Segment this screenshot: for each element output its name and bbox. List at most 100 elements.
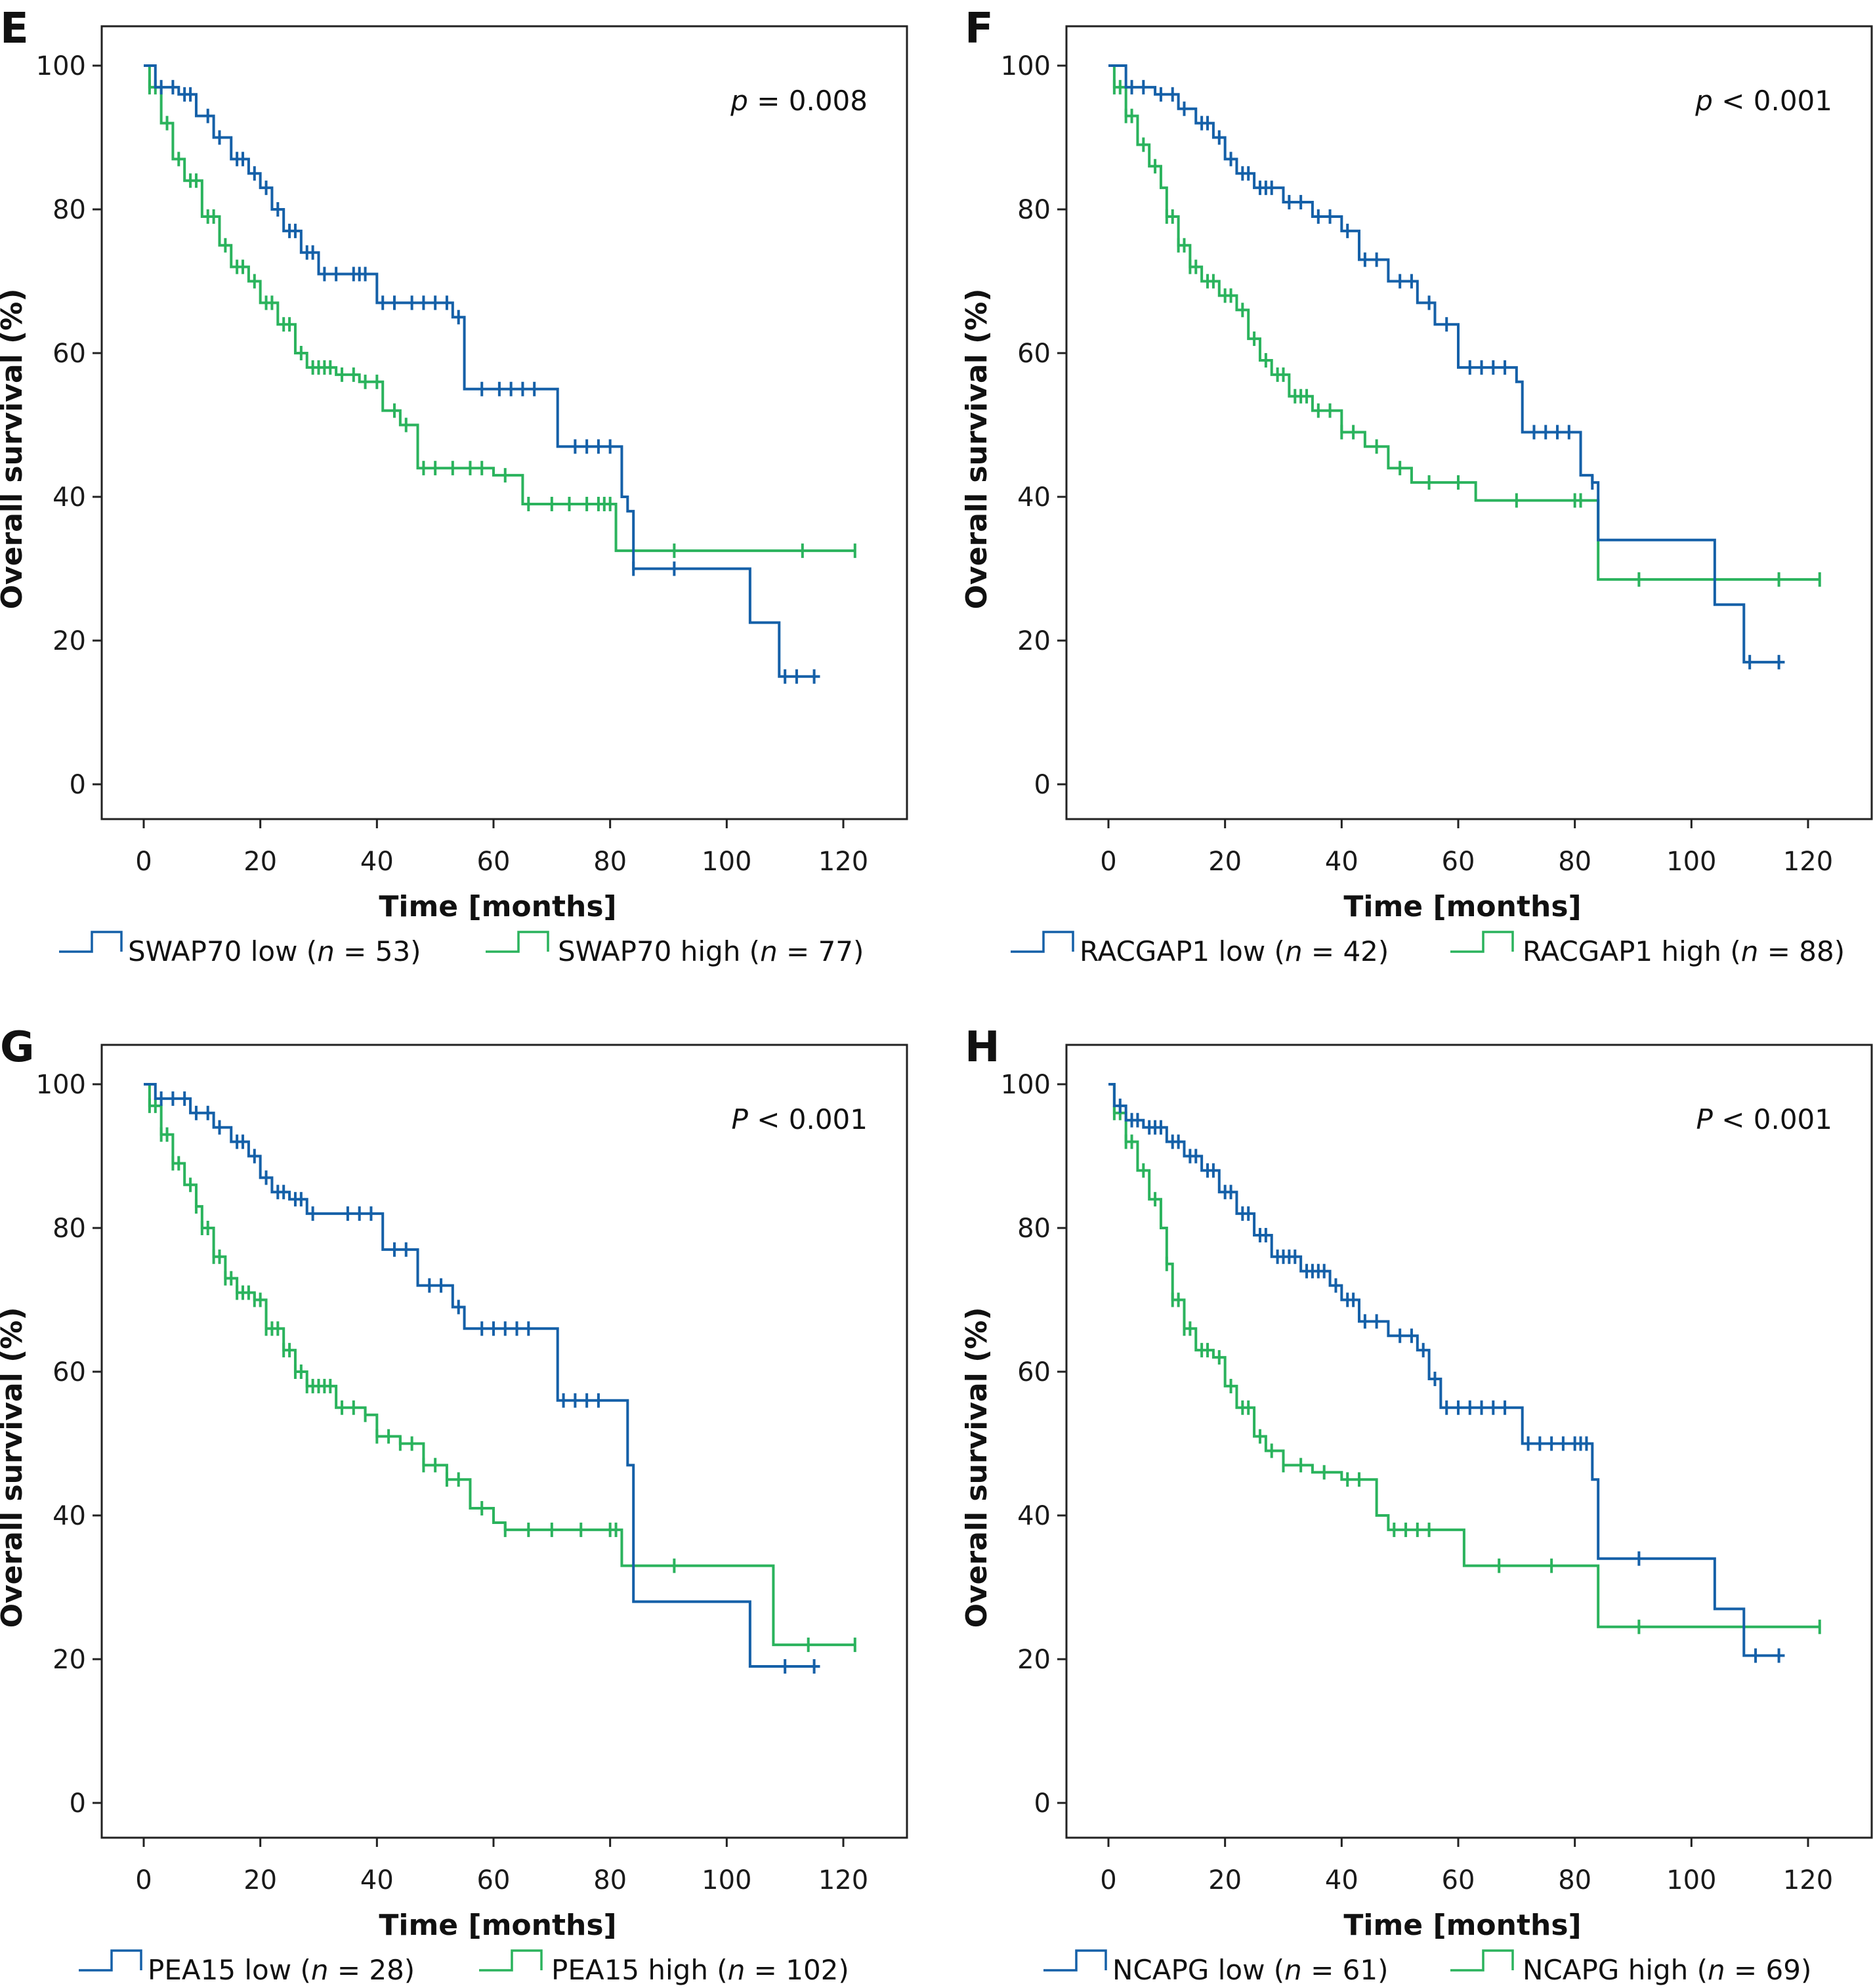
x-tick-label: 120 (1783, 847, 1833, 877)
series-low (144, 1083, 820, 1674)
p-value-label: p < 0.001 (1694, 85, 1832, 117)
x-axis-title: Time [months] (1343, 890, 1581, 923)
x-axis-title: Time [months] (1343, 1909, 1581, 1942)
y-tick-label: 0 (1034, 1788, 1051, 1819)
legend-n-value: = 77) (778, 935, 864, 967)
legend-item-low: PEA15 low (n = 28) (79, 1949, 415, 1986)
survival-curve (144, 64, 820, 678)
legend-name: RACGAP1 high ( (1523, 935, 1741, 967)
survival-curve (144, 1083, 855, 1647)
legend-step-icon (1450, 931, 1514, 953)
survival-curve (144, 64, 855, 553)
legend-step-icon (479, 1949, 543, 1972)
p-value-text: < 0.001 (1713, 85, 1832, 117)
legend-n-symbol: n (728, 1954, 746, 1986)
x-tick-label: 0 (1100, 1865, 1116, 1895)
x-tick-label: 80 (593, 847, 627, 877)
y-tick-label: 80 (53, 195, 86, 225)
legend-item-low: SWAP70 low (n = 53) (59, 931, 421, 967)
series-low (1108, 1083, 1785, 1663)
x-tick-label: 20 (243, 847, 277, 877)
y-tick-label: 40 (1017, 1501, 1051, 1531)
legend-name: SWAP70 low ( (128, 935, 317, 967)
series-low (1108, 64, 1785, 669)
legend-n-value: = 42) (1303, 935, 1389, 967)
y-tick-label: 100 (1001, 1070, 1051, 1100)
y-tick-label: 80 (1017, 1214, 1051, 1244)
legend-step-icon (79, 1949, 142, 1972)
plot-frame (1065, 1044, 1873, 1839)
legend-step-icon (1450, 1949, 1514, 1972)
y-tick-label: 20 (1017, 626, 1051, 656)
km-panel-h: H 0 20 40 60 80 100 0 20 40 60 80 100 120 Time [months… (960, 1023, 1873, 1986)
x-tick-label: 80 (1558, 847, 1591, 877)
y-tick-label: 100 (36, 1070, 86, 1100)
y-tick-label: 60 (1017, 339, 1051, 369)
legend-item-low: RACGAP1 low (n = 42) (1011, 931, 1389, 967)
x-tick-label: 120 (818, 847, 868, 877)
legend-item-low: NCAPG low (n = 61) (1043, 1949, 1389, 1986)
x-tick-label: 60 (1442, 1865, 1475, 1895)
legend-label: RACGAP1 low (n = 42) (1080, 935, 1389, 967)
legend-step-icon (1043, 1949, 1107, 1972)
survival-curve (1108, 64, 1820, 581)
legend-label: NCAPG high (n = 69) (1523, 1954, 1811, 1986)
p-value-label: p = 0.008 (730, 85, 868, 117)
x-tick-label: 40 (1325, 847, 1358, 877)
y-tick-label: 80 (53, 1214, 86, 1244)
legend-n-symbol: n (311, 1954, 329, 1986)
legend-label: PEA15 high (n = 102) (551, 1954, 849, 1986)
legend-step-icon (1011, 931, 1074, 953)
survival-curve (1108, 64, 1785, 664)
legend-n-symbol: n (1284, 1954, 1302, 1986)
y-tick-label: 40 (53, 482, 86, 513)
x-tick-label: 20 (1208, 847, 1242, 877)
series-high (144, 1083, 856, 1653)
y-axis-title: Overall survival (%) (0, 1307, 29, 1628)
legend-n-value: = 28) (328, 1954, 415, 1986)
legend-n-symbol: n (1708, 1954, 1725, 1986)
legend-label: PEA15 low (n = 28) (148, 1954, 415, 1986)
p-value-symbol: p (1694, 85, 1713, 117)
x-tick-label: 0 (135, 1865, 152, 1895)
legend-n-symbol: n (1285, 935, 1303, 967)
y-tick-label: 0 (70, 1788, 86, 1819)
x-tick-label: 40 (360, 847, 394, 877)
legend-item-high: PEA15 high (n = 102) (479, 1949, 849, 1986)
legend-name: SWAP70 high ( (558, 935, 760, 967)
y-tick-label: 60 (53, 1357, 86, 1387)
p-value-text: < 0.001 (1713, 1103, 1832, 1135)
legend-n-value: = 88) (1758, 935, 1845, 967)
x-tick-label: 100 (702, 1865, 751, 1895)
y-tick-label: 60 (1017, 1357, 1051, 1387)
legend-name: PEA15 low ( (148, 1954, 311, 1986)
legend-item-high: SWAP70 high (n = 77) (486, 931, 864, 967)
panel-letter: H (965, 1023, 1000, 1072)
p-value-label: P < 0.001 (1696, 1103, 1832, 1135)
x-tick-label: 60 (477, 1865, 511, 1895)
survival-curve (1108, 1083, 1785, 1657)
legend-name: RACGAP1 low ( (1080, 935, 1285, 967)
legend-label: RACGAP1 high (n = 88) (1523, 935, 1845, 967)
p-value-text: < 0.001 (748, 1103, 868, 1135)
legend-n-value: = 61) (1302, 1954, 1389, 1986)
p-value-symbol: p (730, 85, 748, 117)
y-axis-title: Overall survival (%) (0, 289, 29, 610)
x-tick-label: 60 (1442, 847, 1475, 877)
x-tick-label: 120 (818, 1865, 868, 1895)
survival-curve (1108, 1083, 1820, 1628)
km-panel-e: E 0 20 40 60 80 100 0 20 40 60 80 100 120 Time [months… (0, 5, 908, 967)
series-high (144, 64, 856, 559)
y-tick-label: 20 (1017, 1645, 1051, 1675)
y-tick-label: 0 (1034, 770, 1051, 800)
y-tick-label: 40 (53, 1501, 86, 1531)
legend-label: NCAPG low (n = 61) (1112, 1954, 1389, 1986)
y-tick-label: 100 (1001, 51, 1051, 81)
panel-letter: F (965, 5, 994, 53)
legend-step-icon (486, 931, 549, 953)
x-axis-title: Time [months] (379, 890, 616, 923)
y-axis-title: Overall survival (%) (960, 1307, 994, 1628)
x-tick-label: 100 (702, 847, 751, 877)
legend-label: SWAP70 low (n = 53) (128, 935, 421, 967)
x-tick-label: 100 (1666, 1865, 1716, 1895)
